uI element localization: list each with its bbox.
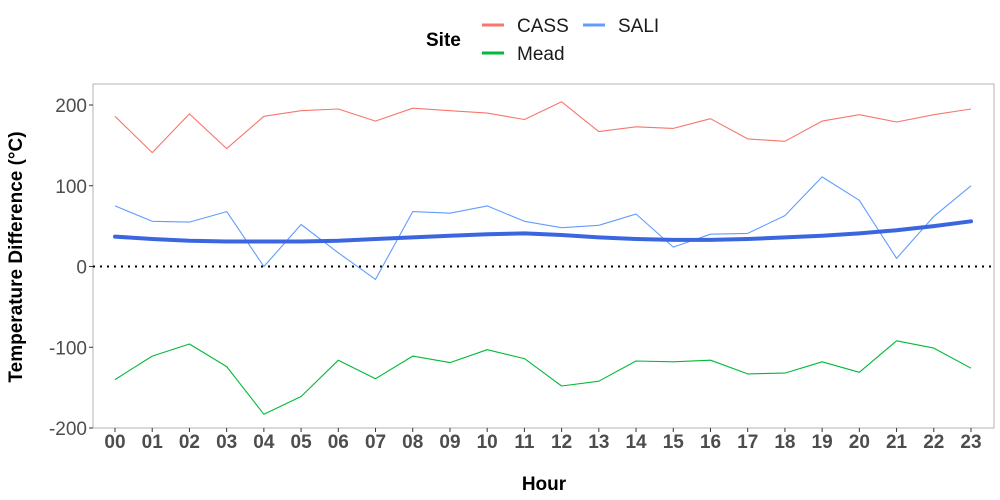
plot-panel (92, 83, 995, 429)
legend-label-sali: SALI (618, 16, 659, 37)
legend-label-cass: CASS (517, 16, 569, 37)
x-tick-label: 18 (774, 432, 795, 453)
series-line-sali (114, 176, 972, 280)
y-tick-label: -200 (49, 419, 87, 440)
x-tick-label: 23 (960, 432, 981, 453)
x-tick-label: 19 (812, 432, 833, 453)
x-tick-label: 04 (253, 432, 275, 453)
x-tick-label: 15 (663, 432, 685, 453)
x-tick-label: 11 (514, 432, 535, 453)
y-tick-label: 100 (55, 177, 87, 198)
y-axis-title: Temperature Difference (°C) (6, 131, 27, 382)
series-line-cass (114, 101, 972, 154)
legend-label-mead: Mead (517, 44, 565, 65)
legend: Site CASS SALI Mead (426, 16, 659, 65)
x-tick-label: 02 (179, 432, 200, 453)
legend-title: Site (426, 30, 461, 51)
x-tick-label: 01 (142, 432, 164, 453)
x-tick-label: 13 (588, 432, 609, 453)
x-tick-label: 09 (439, 432, 460, 453)
x-tick-label: 20 (849, 432, 870, 453)
x-tick-label: 05 (291, 432, 313, 453)
x-tick-label: 03 (216, 432, 237, 453)
x-tick-label: 07 (365, 432, 386, 453)
x-tick-label: 22 (923, 432, 944, 453)
y-tick-label: 0 (76, 258, 87, 279)
series-line-mead (114, 340, 972, 415)
x-tick-label: 21 (886, 432, 908, 453)
x-tick-label: 06 (328, 432, 349, 453)
x-axis-title: Hour (522, 474, 567, 495)
y-tick-label: 200 (55, 96, 87, 117)
x-tick-label: 12 (551, 432, 572, 453)
x-tick-label: 10 (477, 432, 498, 453)
x-tick-label: 14 (625, 432, 647, 453)
x-tick-label: 16 (700, 432, 721, 453)
x-tick-label: 00 (104, 432, 125, 453)
x-tick-label: 08 (402, 432, 423, 453)
y-tick-label: -100 (49, 338, 87, 359)
x-tick-label: 17 (737, 432, 758, 453)
trend-line (113, 219, 973, 244)
